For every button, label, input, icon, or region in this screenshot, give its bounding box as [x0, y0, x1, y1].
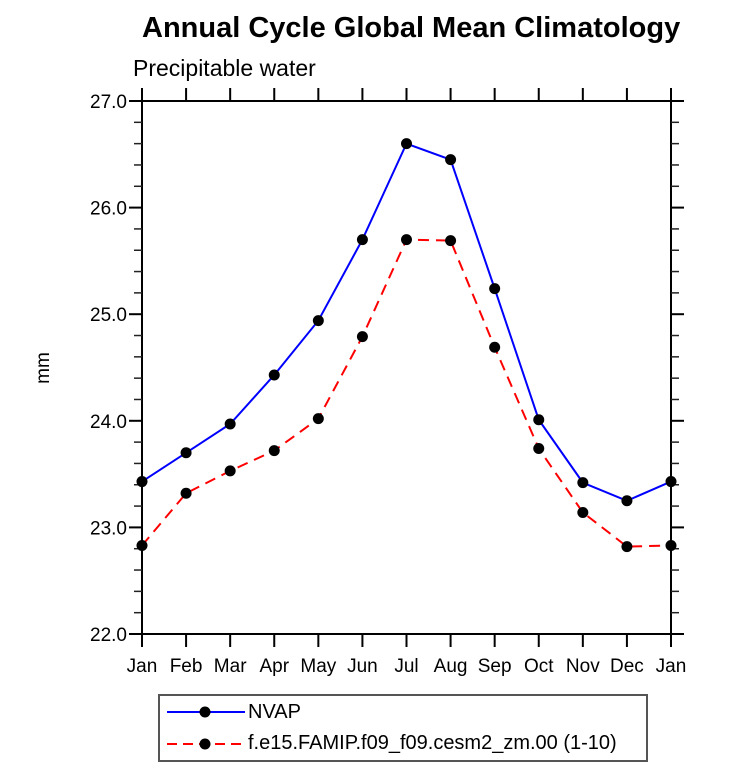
x-tick-label: Dec	[610, 656, 644, 677]
data-point-marker	[268, 445, 280, 457]
y-tick-label: 23.0	[90, 518, 127, 539]
data-point-marker	[577, 506, 589, 518]
data-point-marker	[401, 138, 412, 150]
data-point-marker	[665, 540, 677, 552]
y-tick-label: 22.0	[90, 625, 127, 646]
data-point-marker	[224, 465, 236, 477]
data-point-marker	[180, 487, 192, 499]
legend: NVAP f.e15.FAMIP.f09_f09.cesm2_zm.00 (1-…	[158, 694, 648, 762]
x-tick-label: Jan	[656, 656, 687, 677]
legend-item-model: f.e15.FAMIP.f09_f09.cesm2_zm.00 (1-10)	[165, 729, 646, 759]
data-point-marker	[312, 315, 324, 327]
data-point-marker	[533, 414, 545, 426]
data-point-marker	[489, 283, 501, 295]
x-tick-label: Feb	[170, 656, 203, 677]
chart-title: Annual Cycle Global Mean Climatology	[142, 12, 681, 44]
data-point-marker	[136, 540, 148, 552]
x-tick-label: Sep	[478, 656, 512, 677]
x-tick-label: Jan	[127, 656, 158, 677]
legend-sample-marker	[199, 706, 211, 718]
data-point-marker	[224, 418, 236, 430]
legend-label-model: f.e15.FAMIP.f09_f09.cesm2_zm.00 (1-10)	[248, 732, 617, 755]
y-tick-label: 24.0	[90, 412, 127, 433]
legend-item-nvap: NVAP	[165, 697, 646, 727]
y-tick-label: 26.0	[90, 199, 127, 220]
plot-frame	[141, 100, 672, 635]
data-point-marker	[533, 443, 545, 455]
data-point-marker	[136, 476, 148, 488]
x-tick-label: May	[300, 656, 336, 677]
data-point-marker	[577, 477, 589, 489]
series-line-0	[141, 142, 672, 502]
x-tick-label: Nov	[566, 656, 600, 677]
data-point-marker	[621, 495, 633, 507]
data-point-marker	[665, 476, 677, 488]
data-point-marker	[268, 369, 280, 381]
data-point-marker	[180, 447, 192, 459]
x-tick-label: Jul	[394, 656, 418, 677]
x-tick-label: Aug	[434, 656, 468, 677]
x-tick-label: Mar	[214, 656, 247, 677]
data-point-marker	[356, 331, 368, 343]
legend-line-sample-model	[167, 738, 245, 750]
data-point-marker	[312, 413, 324, 425]
data-point-marker	[356, 234, 368, 246]
legend-label-nvap: NVAP	[248, 700, 301, 723]
x-tick-label: Jun	[347, 656, 378, 677]
data-point-marker	[445, 235, 457, 247]
y-tick-label: 27.0	[90, 92, 127, 113]
legend-sample-marker	[199, 738, 211, 750]
x-tick-label: Apr	[259, 656, 289, 677]
data-point-marker	[401, 234, 412, 246]
chart-subtitle: Precipitable water	[133, 55, 316, 81]
series-line-1	[141, 238, 672, 548]
data-point-marker	[445, 154, 457, 166]
data-point-marker	[621, 541, 633, 553]
y-tick-label: 25.0	[90, 305, 127, 326]
data-point-marker	[489, 341, 501, 353]
y-axis-label: mm	[33, 352, 54, 384]
legend-line-sample-nvap	[167, 706, 245, 718]
x-tick-label: Oct	[524, 656, 554, 677]
